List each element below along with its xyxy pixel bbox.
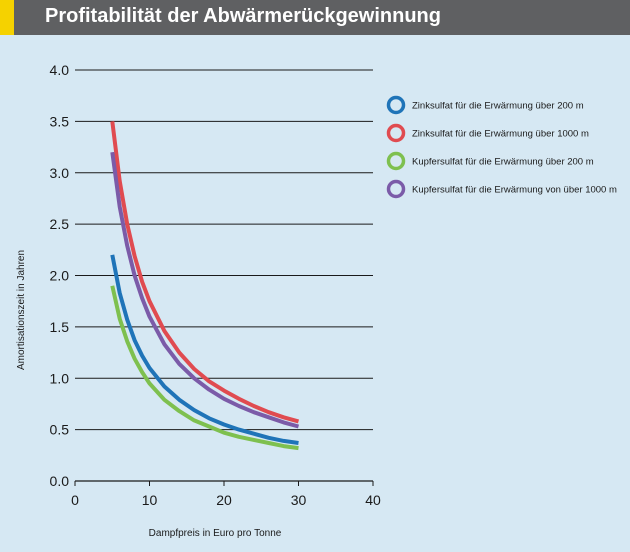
y-tick-label: 1.0 xyxy=(50,370,70,386)
series-line-2 xyxy=(110,121,300,424)
y-tick-label: 0.5 xyxy=(50,422,70,438)
legend-label-2: Zinksulfat für die Erwärmung über 1000 m xyxy=(412,129,589,140)
header-bar: Profitabilität der Abwärmerückgewinnung xyxy=(0,0,630,35)
series-line-1 xyxy=(110,254,299,445)
y-tick-label: 3.5 xyxy=(50,113,70,129)
series-line-3 xyxy=(110,285,299,451)
y-tick-label: 4.0 xyxy=(50,62,70,78)
legend-label-1: Zinksulfat für die Erwärmung über 200 m xyxy=(412,101,584,112)
x-axis-label: Dampfpreis in Euro pro Tonne xyxy=(149,528,282,539)
chart-legend: Zinksulfat für die Erwärmung über 200 m Z… xyxy=(386,95,617,199)
header-accent-stripe xyxy=(0,0,14,35)
y-tick-label: 2.5 xyxy=(50,216,70,232)
y-tick-label: 2.0 xyxy=(50,268,70,284)
legend-label-3: Kupfersulfat für die Erwärmung über 200 … xyxy=(412,157,594,168)
x-tick-label: 40 xyxy=(365,492,381,508)
x-tick-label: 10 xyxy=(142,492,158,508)
y-tick-label: 3.0 xyxy=(50,165,70,181)
x-tick-label: 30 xyxy=(291,492,307,508)
y-tick-label: 1.5 xyxy=(50,319,70,335)
legend-marker-3 xyxy=(386,151,406,171)
y-axis-ticks: 0.0 0.5 1.0 1.5 2.0 2.5 3.0 3.5 4.0 xyxy=(50,62,70,489)
y-axis-label: Amortisationszeit in Jahren xyxy=(16,250,27,370)
legend-label-4: Kupfersulfat für die Erwärmung von über … xyxy=(412,185,617,196)
chart-series xyxy=(110,121,300,451)
legend-marker-4 xyxy=(386,179,406,199)
x-tick-label: 0 xyxy=(71,492,79,508)
series-line-4 xyxy=(110,151,300,429)
page-title: Profitabilität der Abwärmerückgewinnung xyxy=(45,5,441,27)
chart-grid xyxy=(75,69,373,482)
legend-marker-2 xyxy=(386,123,406,143)
legend-marker-1 xyxy=(386,95,406,115)
y-tick-label: 0.0 xyxy=(50,473,70,489)
x-tick-label: 20 xyxy=(216,492,232,508)
x-axis-ticks: 0 10 20 30 40 xyxy=(71,481,381,508)
